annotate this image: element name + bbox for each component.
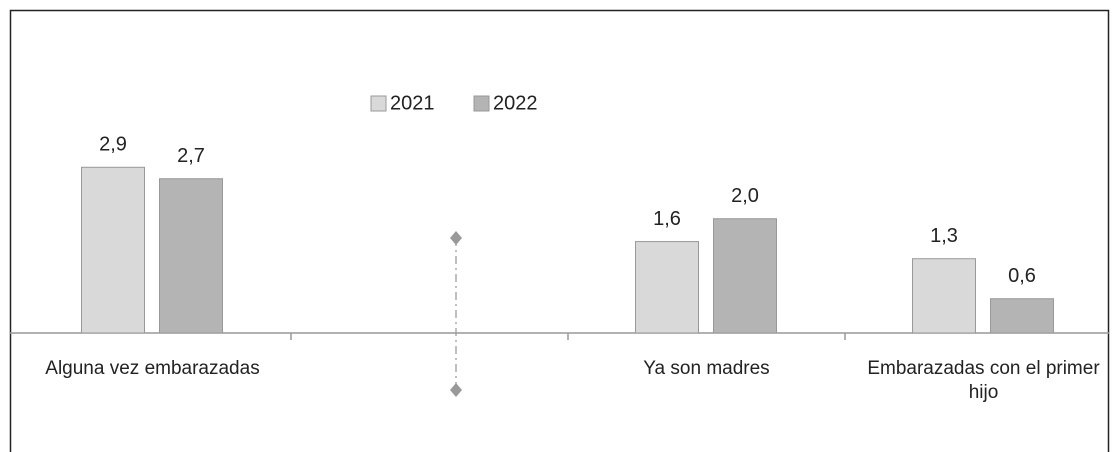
bar bbox=[635, 241, 699, 334]
legend-swatch bbox=[473, 95, 490, 112]
value-label: 1,3 bbox=[930, 225, 958, 247]
legend-swatch bbox=[370, 95, 387, 112]
x-tick-label: Ya son madres bbox=[643, 358, 770, 379]
bar bbox=[713, 218, 777, 334]
value-label: 2,0 bbox=[731, 185, 759, 207]
frame bbox=[9, 9, 1110, 452]
x-tick-label: Alguna vez embarazadas bbox=[45, 358, 260, 379]
value-label: 1,6 bbox=[653, 208, 681, 230]
bar bbox=[990, 298, 1054, 334]
bar bbox=[912, 258, 976, 334]
value-label: 0,6 bbox=[1008, 265, 1036, 287]
x-tick-label: Embarazadas con el primer hijo bbox=[867, 358, 1100, 403]
value-label: 2,9 bbox=[99, 134, 127, 156]
value-label: 2,7 bbox=[177, 145, 205, 167]
legend-label: 2022 bbox=[493, 92, 538, 114]
legend-label: 2021 bbox=[390, 92, 435, 114]
bar bbox=[81, 166, 145, 334]
bar bbox=[159, 178, 223, 334]
